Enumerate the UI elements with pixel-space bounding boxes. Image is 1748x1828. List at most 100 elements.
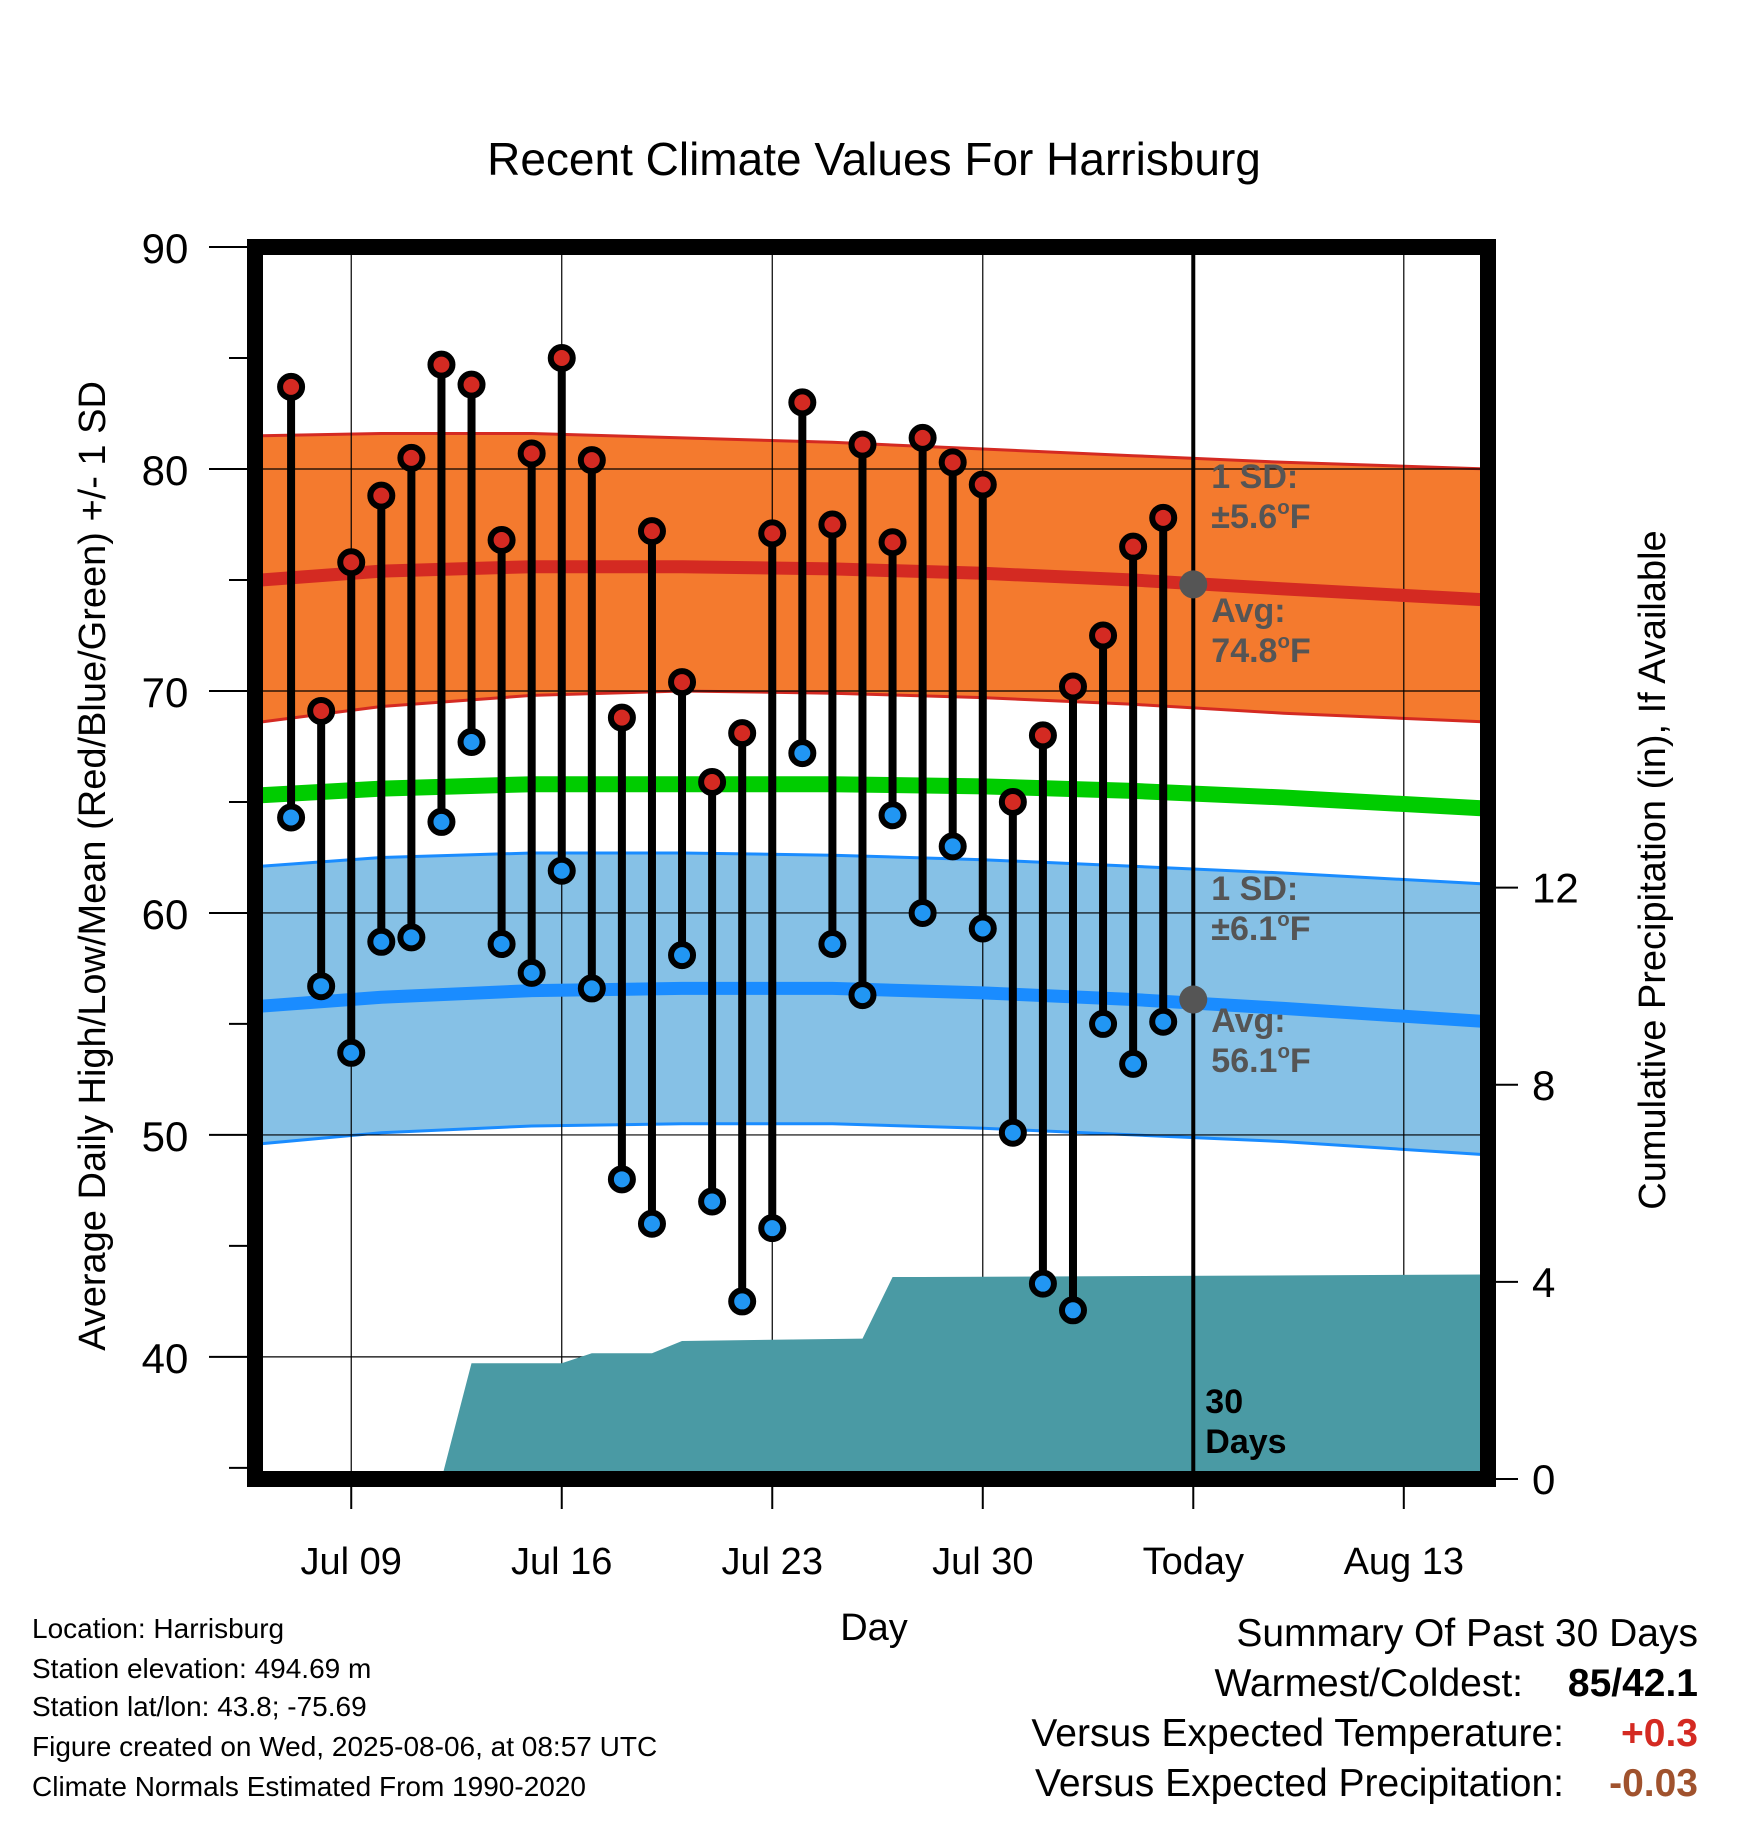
- low-avg-annotation: 56.1oF: [1211, 1041, 1310, 1080]
- y-tick-label: 70: [142, 669, 189, 716]
- high-avg-annotation: Avg:: [1211, 592, 1285, 630]
- y2-axis-label: Cumulative Precipitation (in), If Availa…: [1632, 530, 1674, 1209]
- high-point: [728, 719, 757, 748]
- x-tick-label: Today: [1143, 1541, 1244, 1583]
- high-point: [637, 517, 666, 546]
- location-text: Location: Harrisburg: [32, 1613, 285, 1644]
- high-point: [1028, 721, 1057, 750]
- low-sd-annotation: 1 SD:: [1211, 870, 1298, 908]
- low-point: [788, 739, 817, 768]
- low-point: [818, 930, 847, 959]
- low-sd-band: [261, 853, 1488, 1155]
- high-point: [878, 528, 907, 557]
- low-point: [728, 1287, 757, 1316]
- high-avg-marker: [1179, 570, 1208, 599]
- y2-tick-label: 4: [1532, 1259, 1555, 1306]
- precip-area: [255, 1274, 1488, 1479]
- low-point: [938, 832, 967, 861]
- low-avg-marker: [1179, 985, 1208, 1014]
- created-text: Figure created on Wed, 2025-08-06, at 08…: [32, 1731, 658, 1762]
- high-sd-band: [261, 433, 1488, 722]
- temp-departure-value: +0.3: [1621, 1712, 1698, 1755]
- y2-tick-label: 12: [1532, 865, 1579, 912]
- high-point: [577, 446, 606, 475]
- high-point: [848, 430, 877, 459]
- warm-cold-value: 85/42.1: [1567, 1662, 1698, 1705]
- warm-cold-label: Warmest/Coldest:: [1214, 1662, 1523, 1705]
- y-axis-label: Average Daily High/Low/Mean (Red/Blue/Gr…: [72, 381, 114, 1351]
- high-point: [607, 703, 636, 732]
- days-window-label: 30: [1205, 1383, 1243, 1421]
- low-point: [577, 974, 606, 1003]
- low-point: [908, 898, 937, 927]
- high-point: [698, 767, 727, 796]
- high-sd-upper-line: [260, 432, 1489, 471]
- x-tick-label: Jul 16: [511, 1541, 612, 1583]
- low-point: [397, 923, 426, 952]
- high-point: [457, 370, 486, 399]
- low-sd-lower-line: [260, 1122, 1489, 1157]
- low-point: [427, 807, 456, 836]
- low-point: [547, 856, 576, 885]
- low-point: [848, 981, 877, 1010]
- temp-departure-label: Versus Expected Temperature:: [1031, 1712, 1564, 1755]
- high-point: [998, 787, 1027, 816]
- low-point: [1058, 1296, 1087, 1325]
- high-avg-annotation: 74.8oF: [1211, 631, 1310, 670]
- low-sd-annotation: ±6.1oF: [1211, 909, 1310, 948]
- low-point: [1119, 1049, 1148, 1078]
- high-point: [277, 372, 306, 401]
- precip-departure-label: Versus Expected Precipitation:: [1035, 1762, 1564, 1805]
- y-tick-label: 40: [142, 1335, 189, 1382]
- precip-departure-value: -0.03: [1609, 1762, 1698, 1805]
- high-point: [788, 388, 817, 417]
- y2-tick-label: 8: [1532, 1062, 1555, 1109]
- high-point: [427, 350, 456, 379]
- high-sd-annotation: ±5.6oF: [1211, 497, 1310, 536]
- latlon-text: Station lat/lon: 43.8; -75.69: [32, 1691, 367, 1722]
- summary-title: Summary Of Past 30 Days: [1236, 1612, 1698, 1655]
- normals-source-text: Climate Normals Estimated From 1990-2020: [32, 1771, 586, 1802]
- high-point: [668, 668, 697, 697]
- days-window-label: Days: [1205, 1423, 1286, 1461]
- high-point: [547, 343, 576, 372]
- low-point: [637, 1209, 666, 1238]
- low-point: [878, 801, 907, 830]
- low-point: [698, 1187, 727, 1216]
- y-tick-label: 50: [142, 1113, 189, 1160]
- low-point: [1028, 1269, 1057, 1298]
- low-point: [277, 803, 306, 832]
- x-axis-label: Day: [840, 1607, 908, 1649]
- low-point: [758, 1214, 787, 1243]
- high-point: [968, 470, 997, 499]
- low-point: [457, 728, 486, 757]
- low-point: [607, 1165, 636, 1194]
- high-point: [818, 510, 847, 539]
- y2-tick-label: 0: [1532, 1456, 1555, 1503]
- x-tick-label: Aug 13: [1344, 1541, 1464, 1583]
- low-point: [668, 941, 697, 970]
- low-avg-annotation: Avg:: [1211, 1002, 1285, 1040]
- low-point: [1089, 1009, 1118, 1038]
- low-point: [307, 972, 336, 1001]
- high-point: [517, 439, 546, 468]
- low-point: [487, 930, 516, 959]
- low-avg-line: [260, 981, 1489, 1029]
- high-point: [337, 548, 366, 577]
- y-tick-label: 90: [142, 225, 189, 272]
- low-point: [337, 1038, 366, 1067]
- high-point: [908, 423, 937, 452]
- low-point: [1149, 1007, 1178, 1036]
- high-point: [1149, 503, 1178, 532]
- chart-title: Recent Climate Values For Harrisburg: [487, 133, 1261, 185]
- low-point: [367, 927, 396, 956]
- x-tick-label: Jul 23: [722, 1541, 823, 1583]
- elevation-text: Station elevation: 494.69 m: [32, 1653, 372, 1684]
- x-tick-label: Jul 30: [932, 1541, 1033, 1583]
- high-point: [487, 526, 516, 555]
- high-point: [307, 696, 336, 725]
- y-tick-label: 80: [142, 447, 189, 494]
- high-point: [758, 519, 787, 548]
- high-point: [1119, 532, 1148, 561]
